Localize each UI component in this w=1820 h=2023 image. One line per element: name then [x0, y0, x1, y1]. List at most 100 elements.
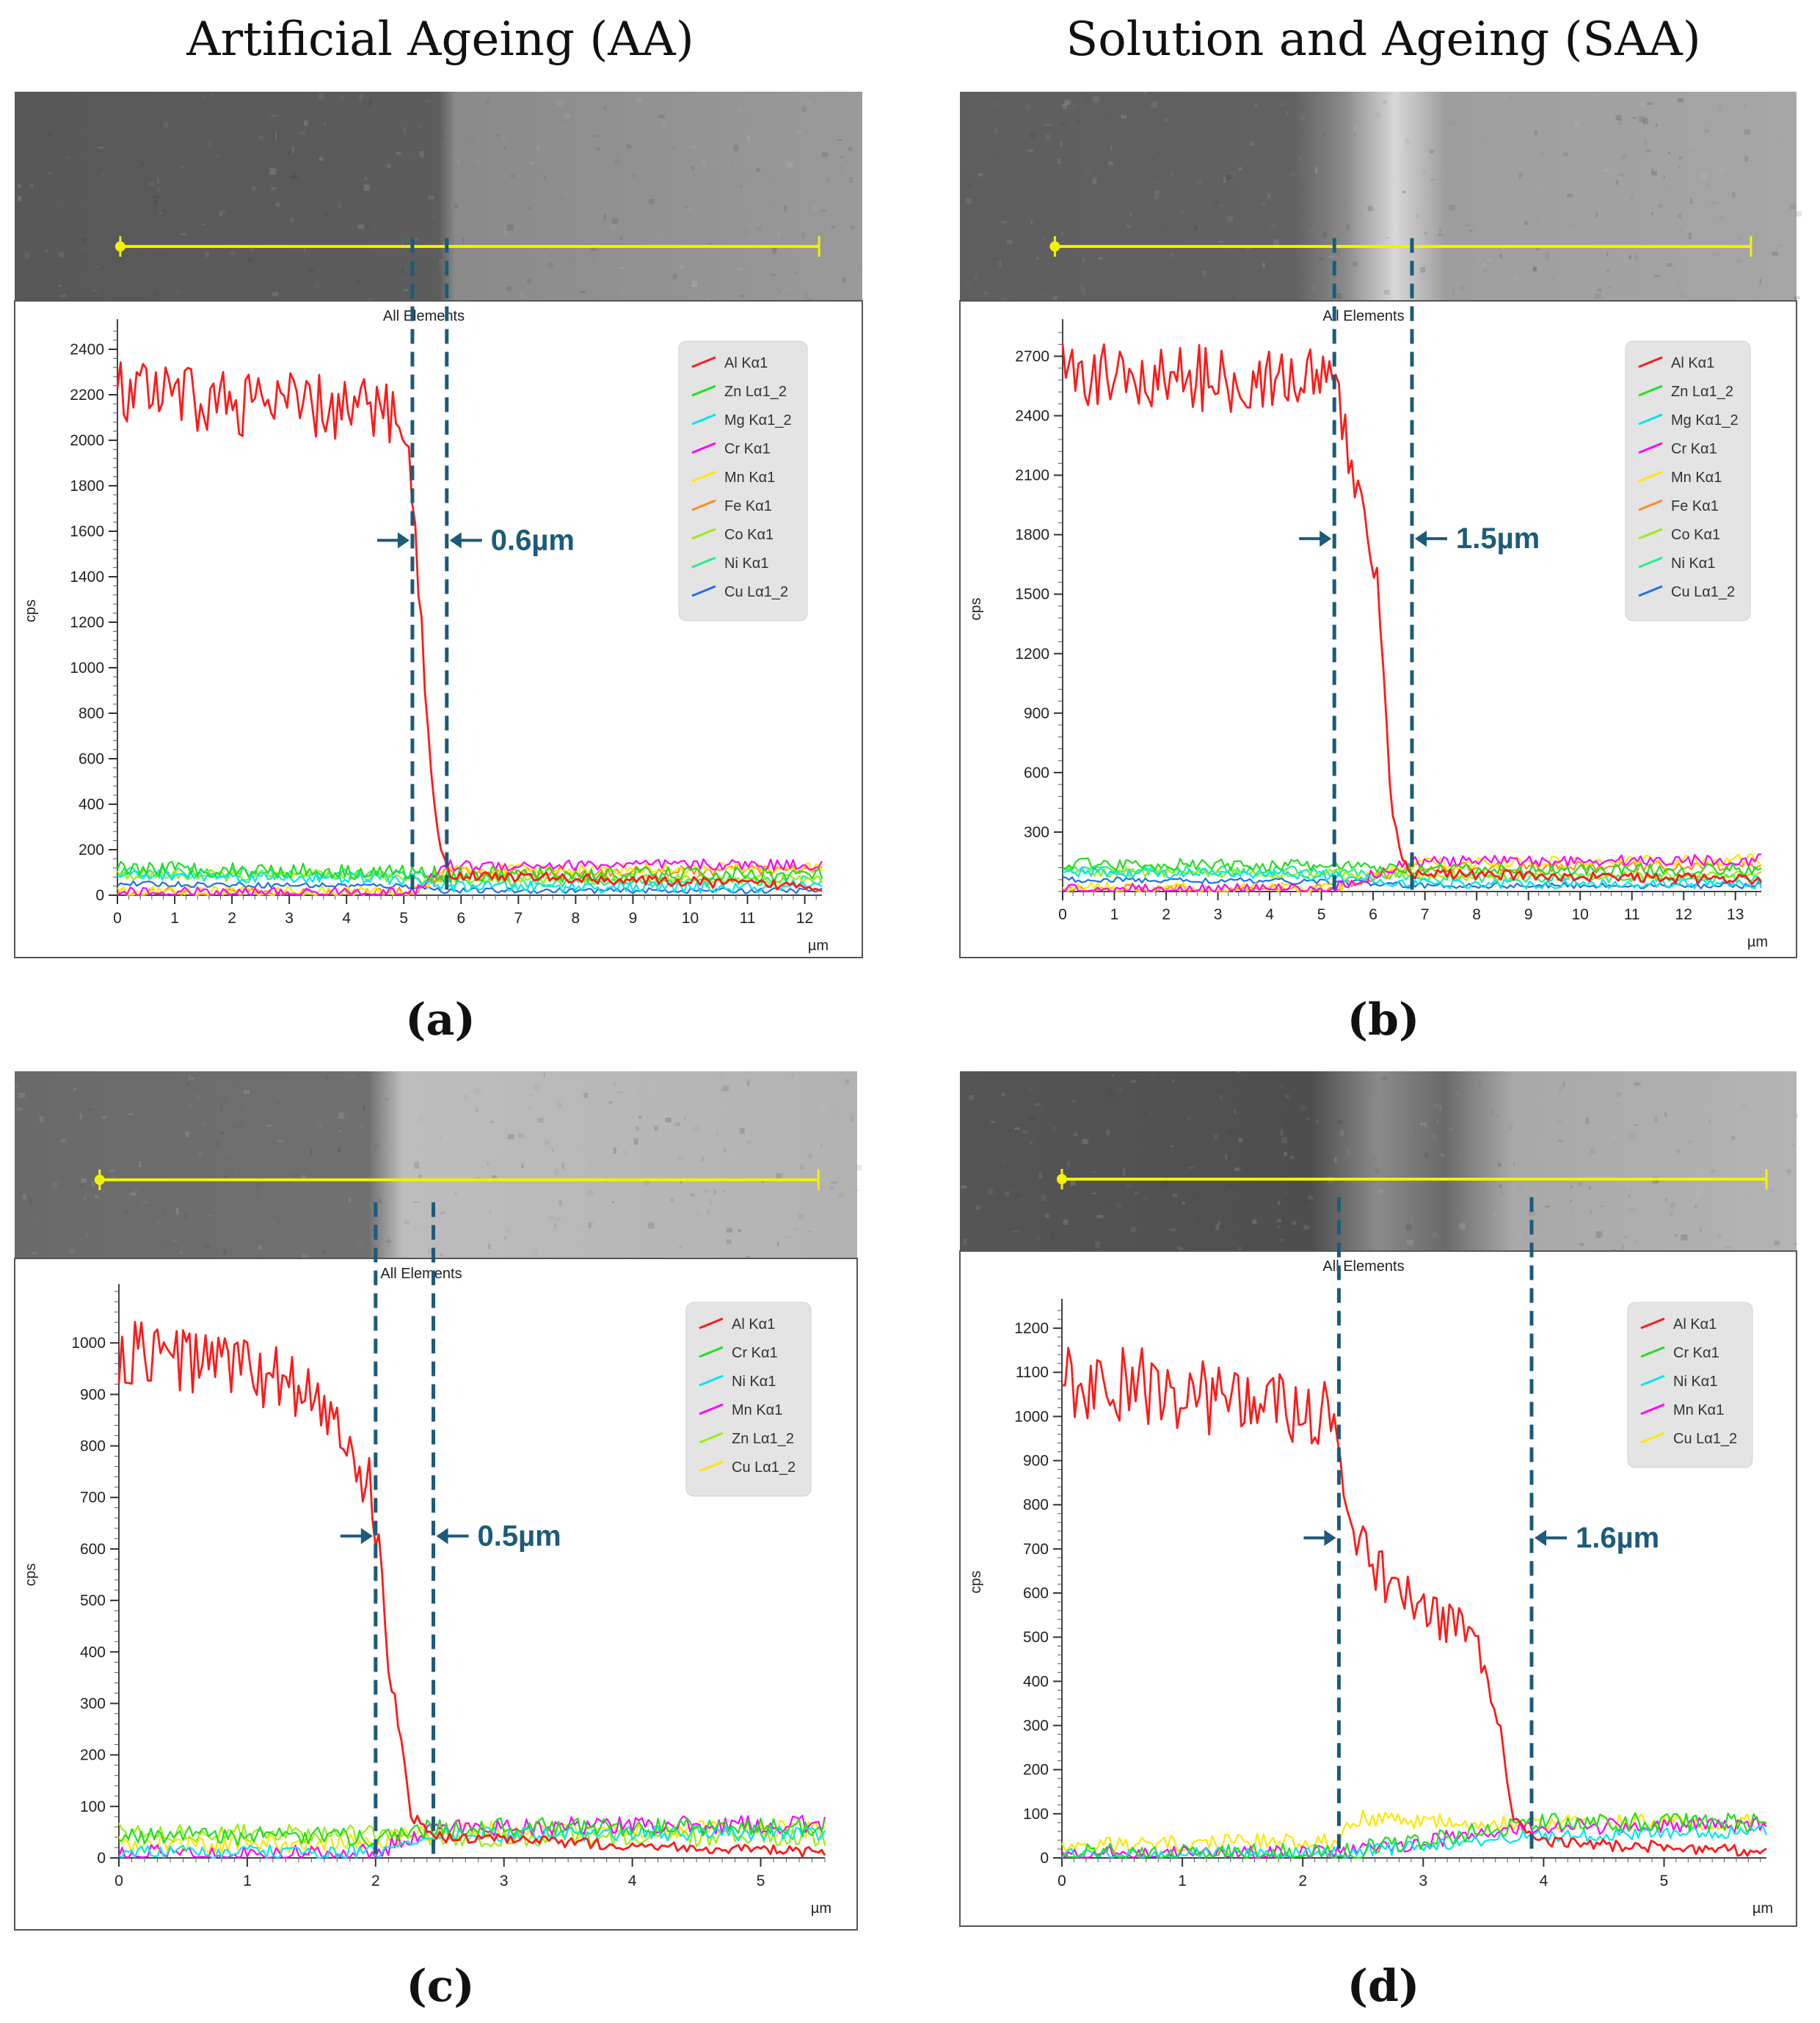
- sem-grain: [1658, 1247, 1660, 1250]
- sem-grain: [583, 1093, 589, 1098]
- sem-grain: [313, 277, 316, 279]
- sem-grain: [531, 1135, 534, 1137]
- sem-grain: [230, 250, 236, 256]
- sem-grain: [675, 1122, 680, 1126]
- sem-grain: [739, 1128, 745, 1134]
- x-tick-label: 1: [1178, 1873, 1187, 1889]
- sem-grain: [619, 266, 626, 269]
- sem-grain: [528, 1106, 531, 1109]
- y-tick-label: 200: [79, 842, 104, 859]
- sem-grain: [558, 1200, 562, 1206]
- sem-grain: [1169, 1228, 1176, 1232]
- sem-grain: [359, 94, 363, 100]
- sem-grain: [404, 127, 406, 134]
- sem-grain: [474, 160, 481, 164]
- sem-grain: [1328, 256, 1335, 258]
- sem-grain: [270, 1220, 277, 1225]
- sem-grain: [332, 294, 335, 297]
- sem-grain: [1794, 296, 1800, 299]
- sem-grain: [1640, 103, 1646, 106]
- sem-grain: [997, 1195, 1000, 1200]
- sem-grain: [349, 170, 353, 175]
- sem-grain: [232, 1082, 236, 1088]
- sem-grain: [1073, 105, 1077, 108]
- legend-item: Co Kα1: [724, 527, 774, 543]
- sem-grain: [1615, 1092, 1621, 1097]
- sem-grain: [1519, 171, 1523, 178]
- sem-grain: [292, 146, 294, 153]
- sem-grain: [208, 275, 212, 278]
- legend-item: Mg Kα1_2: [1671, 412, 1739, 429]
- y-tick-label: 100: [80, 1798, 106, 1815]
- legend-box: [1625, 340, 1751, 622]
- sem-grain: [961, 166, 964, 169]
- sem-grain: [1497, 1162, 1502, 1167]
- sem-grain: [208, 140, 211, 146]
- sem-grain: [457, 160, 461, 164]
- y-tick-label: 1800: [1015, 527, 1049, 544]
- sem-grain: [1689, 1198, 1692, 1202]
- y-tick-label: 300: [80, 1695, 106, 1712]
- y-tick-label: 0: [97, 1850, 106, 1867]
- sem-grain: [1237, 1166, 1242, 1173]
- sem-grain: [1378, 1189, 1384, 1193]
- sem-grain: [1430, 178, 1435, 181]
- sem-grain: [738, 107, 740, 112]
- sem-grain: [95, 1195, 98, 1199]
- sem-grain: [1517, 1231, 1523, 1238]
- sem-grain: [335, 216, 341, 219]
- sem-grain: [839, 1081, 845, 1087]
- legend-box: [685, 1302, 812, 1497]
- sem-grain: [197, 1094, 199, 1099]
- sem-grain: [1165, 118, 1169, 123]
- sem-grain: [1717, 1235, 1722, 1239]
- sem-grain: [784, 205, 787, 212]
- sem-grain: [1524, 221, 1529, 225]
- x-tick-label: 12: [1675, 906, 1692, 923]
- sem-grain: [973, 274, 978, 280]
- left-arrow-head: [397, 532, 410, 549]
- sem-background: [15, 92, 862, 301]
- y-tick-label: 700: [80, 1490, 106, 1506]
- x-tick-label: 1: [243, 1873, 252, 1889]
- sem-grain: [1579, 1242, 1584, 1246]
- sem-grain: [141, 162, 144, 165]
- sem-grain: [1045, 1214, 1049, 1218]
- sem-grain: [1658, 1185, 1661, 1191]
- sem-grain: [425, 99, 431, 103]
- sem-grain: [1420, 267, 1426, 273]
- sem-grain: [1262, 263, 1265, 268]
- sem-grain: [1634, 1082, 1641, 1086]
- sem-grain: [669, 247, 674, 253]
- sem-grain: [184, 1214, 188, 1219]
- sem-grain: [1110, 1093, 1114, 1099]
- y-tick-label: 1200: [70, 614, 104, 631]
- sem-grain: [1441, 1153, 1445, 1157]
- sem-grain: [338, 1148, 341, 1152]
- sem-grain: [722, 1085, 729, 1091]
- sem-grain: [1790, 204, 1796, 209]
- sem-grain: [842, 277, 846, 283]
- sem-grain: [1686, 1140, 1693, 1144]
- legend-item: Cu Lα1_2: [1671, 584, 1735, 600]
- sem-grain: [506, 224, 514, 231]
- sem-grain: [274, 203, 280, 207]
- sem-grain: [582, 1164, 589, 1169]
- sem-grain: [1122, 1170, 1126, 1176]
- sem-grain: [809, 233, 817, 236]
- sem-image: [15, 92, 862, 306]
- sem-grain: [1277, 1219, 1282, 1222]
- sem-grain: [1281, 1239, 1288, 1244]
- sem-grain: [716, 1131, 718, 1136]
- sem-grain: [289, 218, 294, 223]
- sem-grain: [385, 1240, 392, 1243]
- y-tick-label: 1200: [1014, 1320, 1049, 1337]
- sem-grain: [1162, 1180, 1168, 1187]
- x-tick-label: 2: [1162, 906, 1171, 923]
- legend-item: Fe Kα1: [1671, 498, 1719, 514]
- sem-grain: [1121, 114, 1126, 119]
- sem-grain: [1697, 1191, 1700, 1196]
- x-tick-label: 8: [1472, 906, 1481, 923]
- x-tick-label: 3: [500, 1873, 509, 1889]
- sem-grain: [1571, 1206, 1573, 1213]
